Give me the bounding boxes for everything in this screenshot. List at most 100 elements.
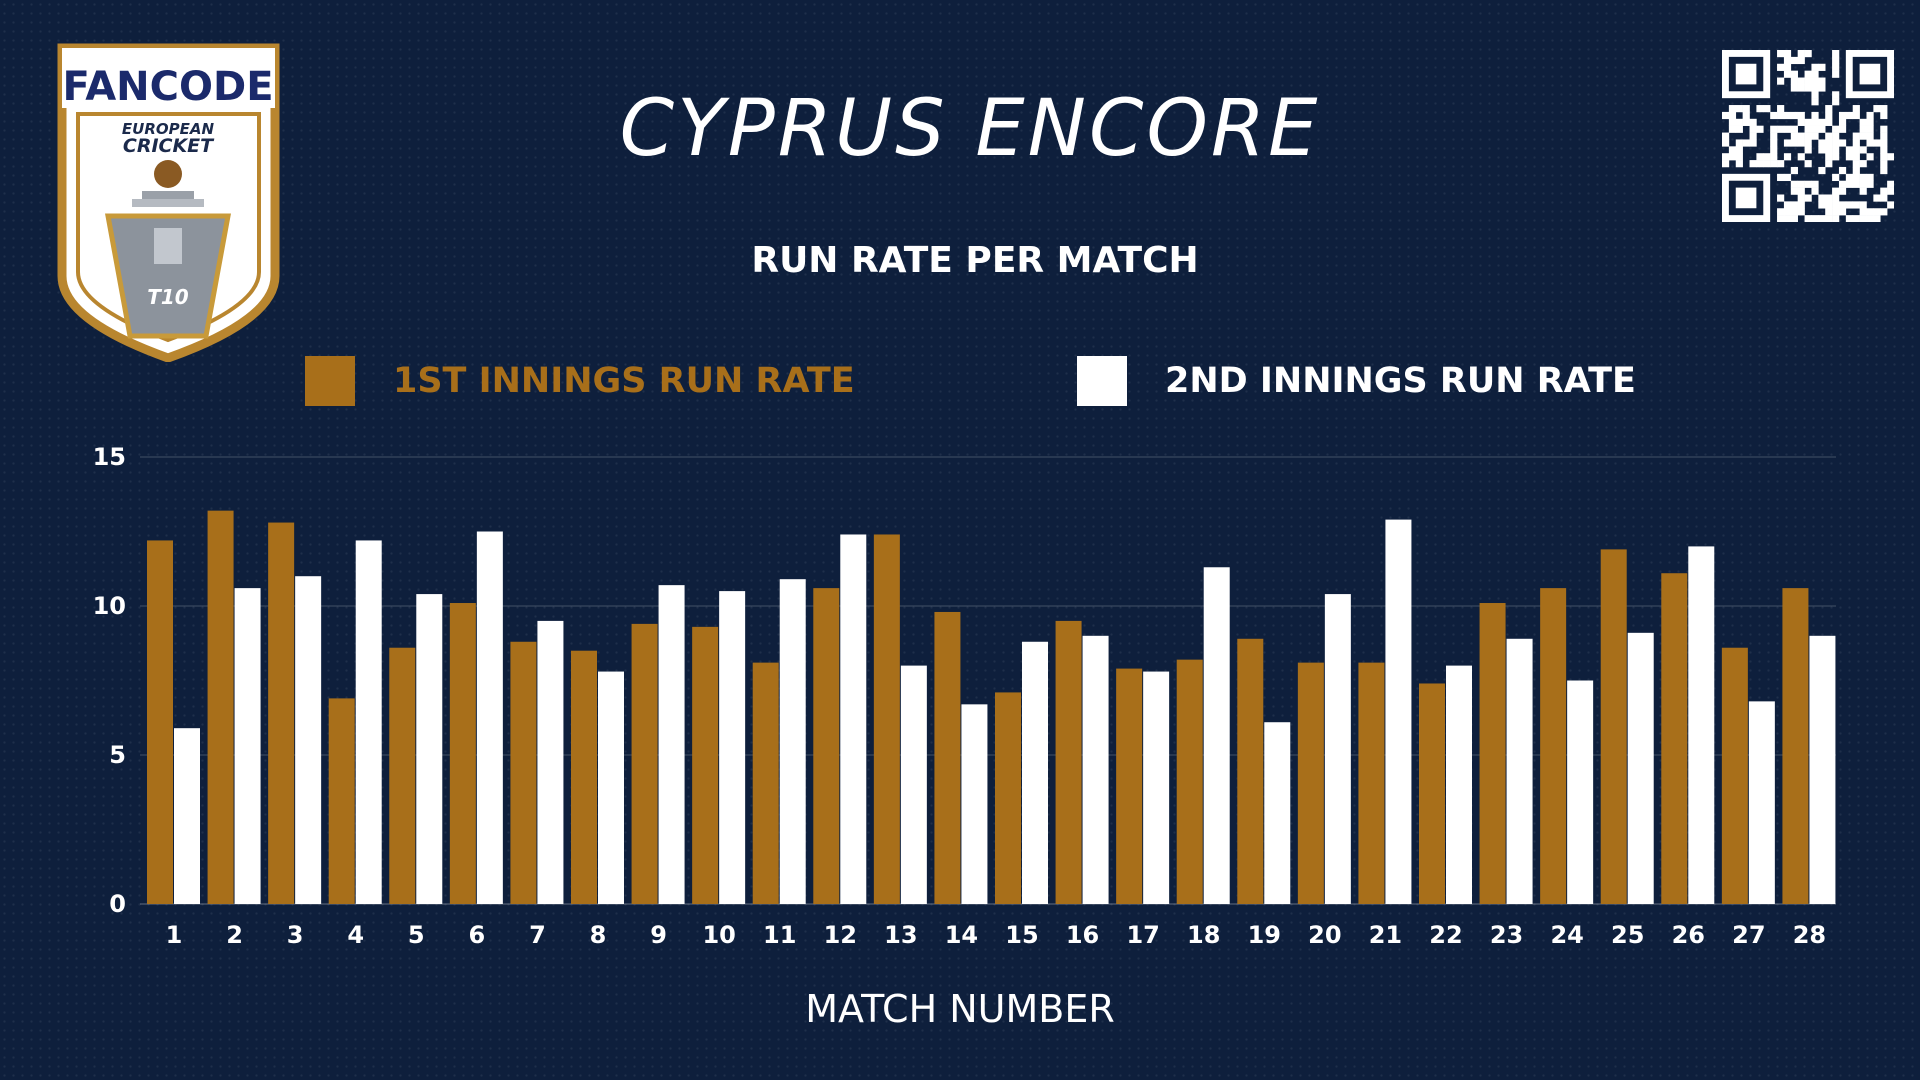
bar-second-innings bbox=[234, 588, 261, 904]
cricket-ball-icon bbox=[154, 160, 182, 188]
bar-second-innings bbox=[779, 579, 806, 904]
x-tick-label: 14 bbox=[945, 921, 978, 949]
y-tick-label: 10 bbox=[93, 592, 126, 620]
bar-first-innings bbox=[813, 588, 840, 904]
x-tick-label: 6 bbox=[469, 921, 486, 949]
bar-second-innings bbox=[1446, 665, 1472, 904]
bar-first-innings bbox=[752, 662, 779, 904]
x-tick-label: 24 bbox=[1550, 921, 1583, 949]
bar-second-innings bbox=[1022, 641, 1048, 904]
bar-first-innings bbox=[873, 534, 900, 904]
bar-first-innings bbox=[1721, 647, 1748, 904]
bar-second-innings bbox=[1506, 638, 1533, 904]
bar-first-innings bbox=[1237, 638, 1264, 904]
bar-first-innings bbox=[1176, 659, 1203, 904]
bar-first-innings bbox=[268, 522, 295, 904]
legend-swatch-second-innings bbox=[1077, 356, 1127, 406]
bar-first-innings bbox=[995, 692, 1021, 904]
bar-first-innings bbox=[389, 647, 416, 904]
bar-second-innings bbox=[840, 534, 867, 904]
bar-second-innings bbox=[355, 540, 382, 904]
bar-second-innings bbox=[1143, 671, 1170, 904]
bar-second-innings bbox=[537, 620, 564, 904]
x-tick-label: 19 bbox=[1248, 921, 1281, 949]
x-tick-label: 16 bbox=[1066, 921, 1099, 949]
logo-line1-text: EUROPEAN bbox=[122, 120, 215, 138]
bar-second-innings bbox=[476, 531, 503, 904]
x-tick-label: 23 bbox=[1490, 921, 1523, 949]
bar-second-innings bbox=[174, 728, 200, 904]
bar-first-innings bbox=[147, 540, 173, 904]
x-tick-label: 1 bbox=[166, 921, 183, 949]
y-tick-label: 15 bbox=[93, 443, 126, 471]
x-tick-label: 4 bbox=[347, 921, 364, 949]
bar-second-innings bbox=[1385, 519, 1412, 904]
bar-first-innings bbox=[1419, 683, 1445, 904]
bar-second-innings bbox=[900, 665, 927, 904]
x-tick-label: 8 bbox=[590, 921, 607, 949]
bar-second-innings bbox=[1324, 594, 1351, 904]
bar-first-innings bbox=[1479, 603, 1506, 904]
bar-second-innings bbox=[1748, 701, 1775, 904]
bar-second-innings bbox=[719, 591, 746, 904]
bar-second-innings bbox=[295, 576, 322, 904]
fancode-european-cricket-logo: FANCODE EUROPEAN CRICKET T10 bbox=[57, 43, 280, 362]
bar-first-innings bbox=[1116, 668, 1143, 904]
x-tick-label: 5 bbox=[408, 921, 425, 949]
y-tick-label: 5 bbox=[109, 741, 126, 769]
bar-second-innings bbox=[598, 671, 624, 904]
x-tick-label: 15 bbox=[1005, 921, 1038, 949]
bar-second-innings bbox=[1203, 567, 1230, 904]
x-tick-label: 18 bbox=[1187, 921, 1220, 949]
x-tick-label: 20 bbox=[1308, 921, 1341, 949]
bar-first-innings bbox=[510, 641, 537, 904]
bar-first-innings bbox=[1661, 573, 1688, 904]
x-axis-label: MATCH NUMBER bbox=[805, 987, 1115, 1031]
bar-second-innings bbox=[1809, 635, 1836, 904]
x-tick-label: 7 bbox=[529, 921, 546, 949]
bar-first-innings bbox=[692, 626, 719, 904]
x-tick-label: 17 bbox=[1126, 921, 1159, 949]
x-tick-label: 2 bbox=[226, 921, 243, 949]
x-tick-label: 3 bbox=[287, 921, 304, 949]
bar-first-innings bbox=[1297, 662, 1324, 904]
bar-first-innings bbox=[1600, 549, 1627, 904]
x-tick-label: 21 bbox=[1369, 921, 1402, 949]
x-tick-label: 27 bbox=[1732, 921, 1765, 949]
logo-brand-text: FANCODE bbox=[62, 64, 273, 110]
x-tick-label: 28 bbox=[1793, 921, 1826, 949]
bar-second-innings bbox=[1567, 680, 1594, 904]
bar-second-innings bbox=[961, 704, 988, 904]
y-tick-label: 0 bbox=[109, 890, 126, 918]
x-tick-label: 25 bbox=[1611, 921, 1644, 949]
bar-first-innings bbox=[934, 611, 961, 904]
x-tick-label: 11 bbox=[763, 921, 796, 949]
legend-label-first-innings: 1ST INNINGS RUN RATE bbox=[393, 361, 855, 401]
x-tick-label: 9 bbox=[650, 921, 667, 949]
bar-second-innings bbox=[658, 585, 685, 904]
page-title: CYPRUS ENCORE bbox=[619, 84, 1321, 174]
x-tick-label: 26 bbox=[1672, 921, 1705, 949]
bar-second-innings bbox=[1082, 635, 1109, 904]
bar-first-innings bbox=[1358, 662, 1385, 904]
chart-subtitle: RUN RATE PER MATCH bbox=[751, 240, 1199, 281]
bar-first-innings bbox=[449, 603, 476, 904]
bar-second-innings bbox=[1264, 722, 1291, 904]
bar-second-innings bbox=[1688, 546, 1715, 904]
legend-item-second-innings: 2ND INNINGS RUN RATE bbox=[1077, 356, 1636, 406]
legend-swatch-first-innings bbox=[305, 356, 355, 406]
x-tick-label: 13 bbox=[884, 921, 917, 949]
bar-first-innings bbox=[631, 623, 658, 904]
bar-first-innings bbox=[571, 650, 597, 904]
bar-first-innings bbox=[207, 510, 234, 904]
x-tick-label: 10 bbox=[702, 921, 735, 949]
bar-first-innings bbox=[1055, 620, 1082, 904]
qr-code-icon bbox=[1722, 50, 1894, 222]
logo-line2-text: CRICKET bbox=[123, 135, 215, 157]
bar-second-innings bbox=[416, 594, 443, 904]
bar-first-innings bbox=[1782, 588, 1809, 904]
x-tick-label: 22 bbox=[1429, 921, 1462, 949]
legend-label-second-innings: 2ND INNINGS RUN RATE bbox=[1165, 361, 1636, 401]
trophy-icon bbox=[105, 213, 231, 339]
bar-first-innings bbox=[1540, 588, 1567, 904]
